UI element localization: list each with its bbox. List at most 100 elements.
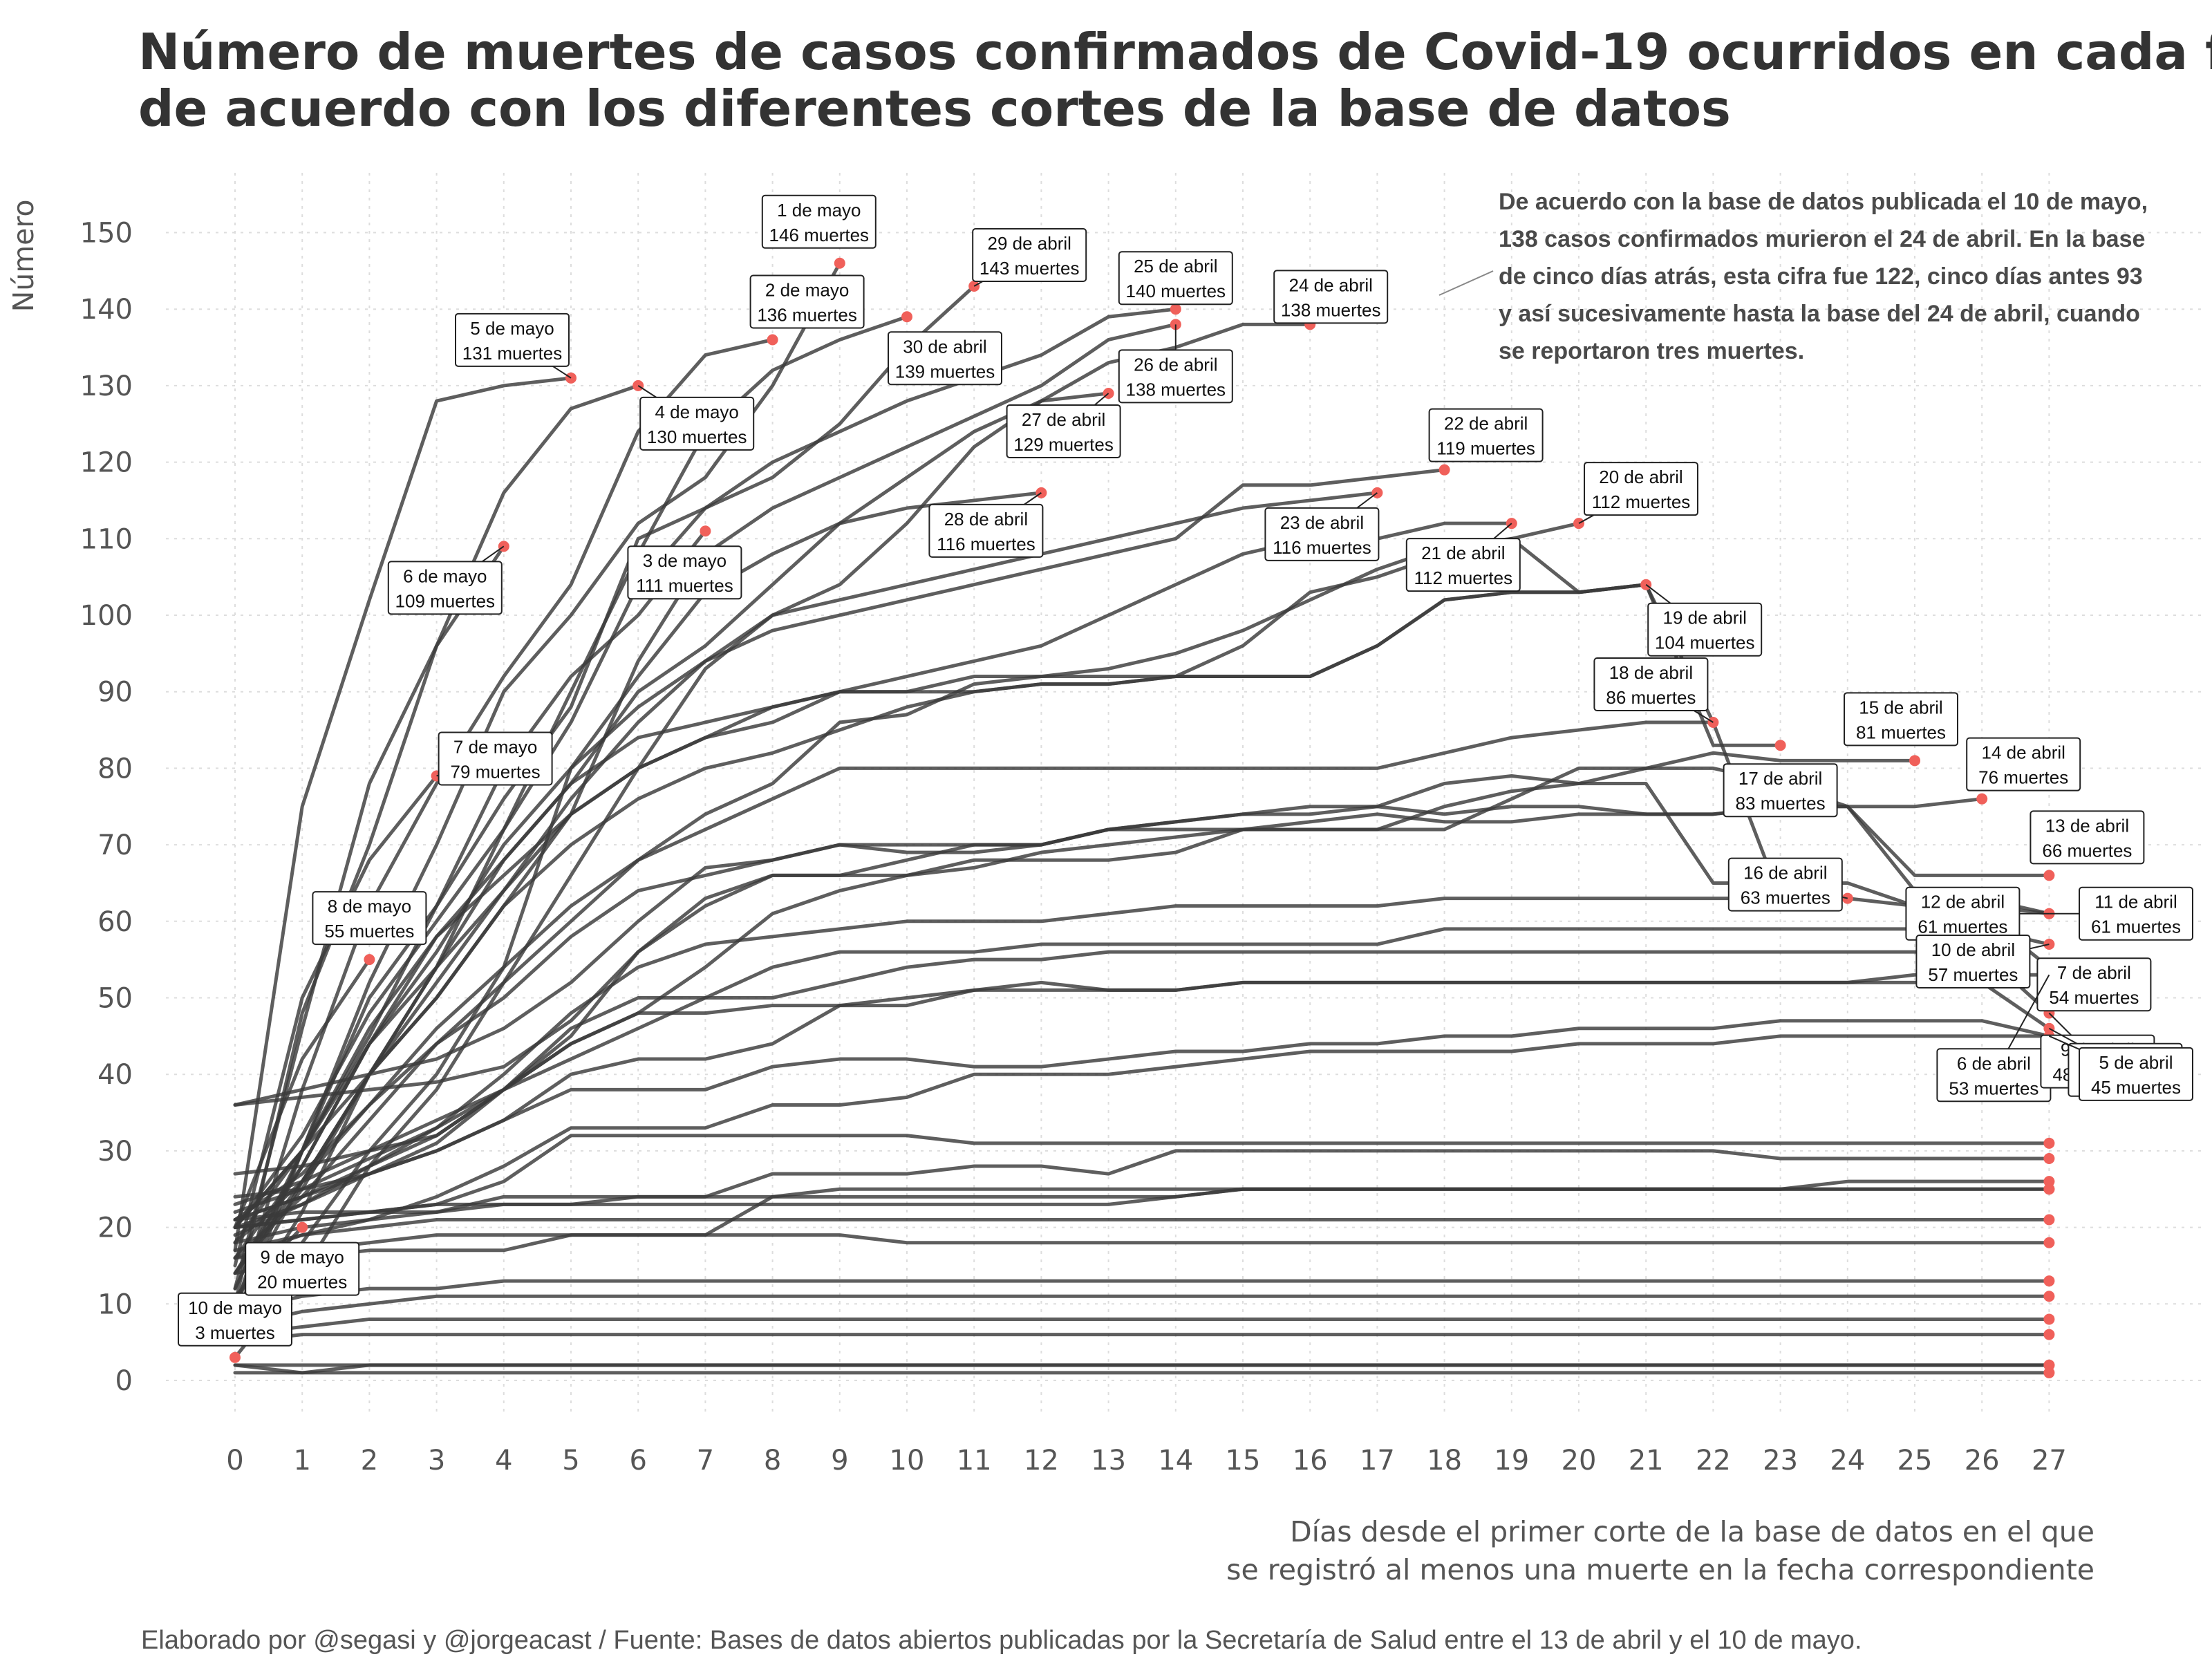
series-endpoint	[1170, 303, 1181, 315]
label-date: 10 de abril	[1931, 939, 2015, 960]
series-line	[233, 1294, 2051, 1329]
series-line	[233, 980, 2051, 1222]
series-label: 22 de abril 119 muertes	[1428, 408, 1544, 462]
label-deaths: 140 muertes	[1126, 281, 1226, 301]
x-tick-label: 16	[1293, 1445, 1328, 1477]
label-date: 20 de abril	[1599, 467, 1683, 487]
y-tick-label: 140	[80, 294, 133, 326]
series-label: 25 de abril 140 muertes	[1118, 251, 1233, 306]
label-box	[312, 891, 427, 946]
series-label: 27 de abril 129 muertes	[1006, 393, 1121, 458]
label-deaths: 61 muertes	[2091, 917, 2181, 937]
label-deaths: 76 muertes	[1978, 767, 2068, 788]
label-box	[1593, 657, 1709, 711]
label-deaths: 111 muertes	[636, 575, 733, 596]
label-deaths: 83 muertes	[1736, 793, 1826, 814]
label-box	[2079, 1047, 2193, 1101]
label-date: 5 de abril	[2099, 1052, 2173, 1073]
x-axis-label-line-1: Días desde el primer corte de la base de…	[1290, 1515, 2094, 1548]
series-endpoint	[297, 1221, 308, 1233]
label-deaths: 143 muertes	[980, 258, 1080, 279]
series-line	[233, 1187, 2051, 1275]
label-deaths: 54 muertes	[2049, 987, 2139, 1008]
series-endpoint	[2043, 1214, 2055, 1226]
series-labels-layer: 10 de mayo 3 muertes 9 de mayo 20 muertes 8 …	[178, 194, 2193, 1347]
series-line	[233, 1363, 2051, 1375]
series-line	[233, 315, 909, 1321]
label-date: 2 de mayo	[765, 279, 849, 300]
x-tick-label: 0	[226, 1445, 243, 1477]
series-line	[233, 1279, 2051, 1313]
label-deaths: 112 muertes	[1592, 491, 1691, 512]
y-axis-ticks: 0 10 20 30 40 50 60 70 80 90 100 110 120 130 140 150	[80, 218, 133, 1398]
y-tick-label: 50	[97, 983, 133, 1015]
series-endpoint	[2043, 1183, 2055, 1195]
series-endpoint	[2043, 870, 2055, 881]
label-date: 1 de mayo	[777, 200, 861, 221]
series-line	[233, 1333, 2051, 1344]
x-tick-label: 23	[1763, 1445, 1798, 1477]
annotation-line-4: y así sucesivamente hasta la base del 24…	[1499, 301, 2140, 327]
label-box	[1405, 538, 1521, 592]
label-box	[1584, 462, 1698, 516]
label-box	[1915, 935, 2031, 989]
label-date: 19 de abril	[1662, 608, 1746, 628]
series-label: 30 de abril 139 muertes	[888, 331, 1002, 386]
series-label: 24 de abril 138 muertes	[1273, 270, 1389, 324]
series-line	[233, 384, 640, 1306]
x-tick-label: 20	[1562, 1445, 1597, 1477]
label-box	[1006, 404, 1121, 458]
label-date: 8 de mayo	[328, 896, 411, 917]
chart-title-line-1: Número de muertes de casos confirmados d…	[138, 23, 2212, 81]
label-date: 15 de abril	[1859, 697, 1942, 718]
series-layer	[233, 261, 2051, 1375]
label-box	[1118, 251, 1233, 306]
y-tick-label: 110	[80, 523, 133, 555]
label-box	[1428, 408, 1544, 462]
label-deaths: 79 muertes	[451, 761, 541, 782]
label-date: 26 de abril	[1134, 354, 1217, 375]
series-label: 11 de abril 61 muertes	[2049, 886, 2193, 941]
series-line	[233, 973, 2051, 1214]
y-tick-label: 130	[80, 371, 133, 402]
chart-title: Número de muertes de casos confirmados d…	[138, 23, 2212, 138]
series-endpoint	[2043, 1329, 2055, 1340]
label-box	[639, 396, 755, 451]
series-label: 16 de abril 63 muertes	[1727, 857, 1848, 912]
label-date: 11 de abril	[2094, 892, 2177, 912]
label-date: 25 de abril	[1134, 256, 1217, 276]
series-endpoint	[2043, 1367, 2055, 1378]
label-box	[972, 227, 1087, 282]
label-date: 13 de abril	[2045, 815, 2129, 836]
series-endpoint	[700, 525, 711, 537]
series-label: 12 de abril 61 muertes	[1905, 886, 2050, 941]
series-label: 4 de mayo 130 muertes	[637, 385, 755, 451]
label-deaths: 57 muertes	[1928, 964, 2018, 985]
label-date: 10 de mayo	[188, 1297, 282, 1318]
label-date: 18 de abril	[1609, 662, 1693, 683]
chart-title-line-2: de acuerdo con los diferentes cortes de …	[138, 79, 1731, 138]
label-deaths: 139 muertes	[895, 361, 995, 382]
series-endpoint	[834, 257, 845, 269]
x-tick-label: 19	[1494, 1445, 1529, 1477]
series-line	[233, 376, 573, 1253]
annotation-line-3: de cinco días atrás, esta cifra fue 122,…	[1499, 263, 2143, 290]
label-deaths: 119 muertes	[1436, 438, 1535, 459]
label-date: 22 de abril	[1444, 413, 1528, 434]
label-deaths: 109 muertes	[395, 590, 496, 611]
y-tick-label: 40	[97, 1059, 133, 1091]
series-label: 7 de abril 54 muertes	[2036, 957, 2152, 1012]
label-box	[888, 331, 1002, 386]
label-date: 16 de abril	[1743, 863, 1827, 883]
series-line	[233, 720, 1850, 1245]
series-line	[233, 1317, 2051, 1337]
series-label: 19 de abril 104 muertes	[1645, 583, 1763, 657]
label-box	[761, 194, 877, 249]
x-tick-label: 18	[1427, 1445, 1462, 1477]
label-date: 3 de mayo	[643, 550, 727, 571]
series-endpoint	[1909, 755, 1920, 767]
label-deaths: 136 muertes	[757, 304, 857, 325]
label-date: 9 de mayo	[260, 1247, 344, 1268]
x-tick-label: 3	[428, 1445, 445, 1477]
